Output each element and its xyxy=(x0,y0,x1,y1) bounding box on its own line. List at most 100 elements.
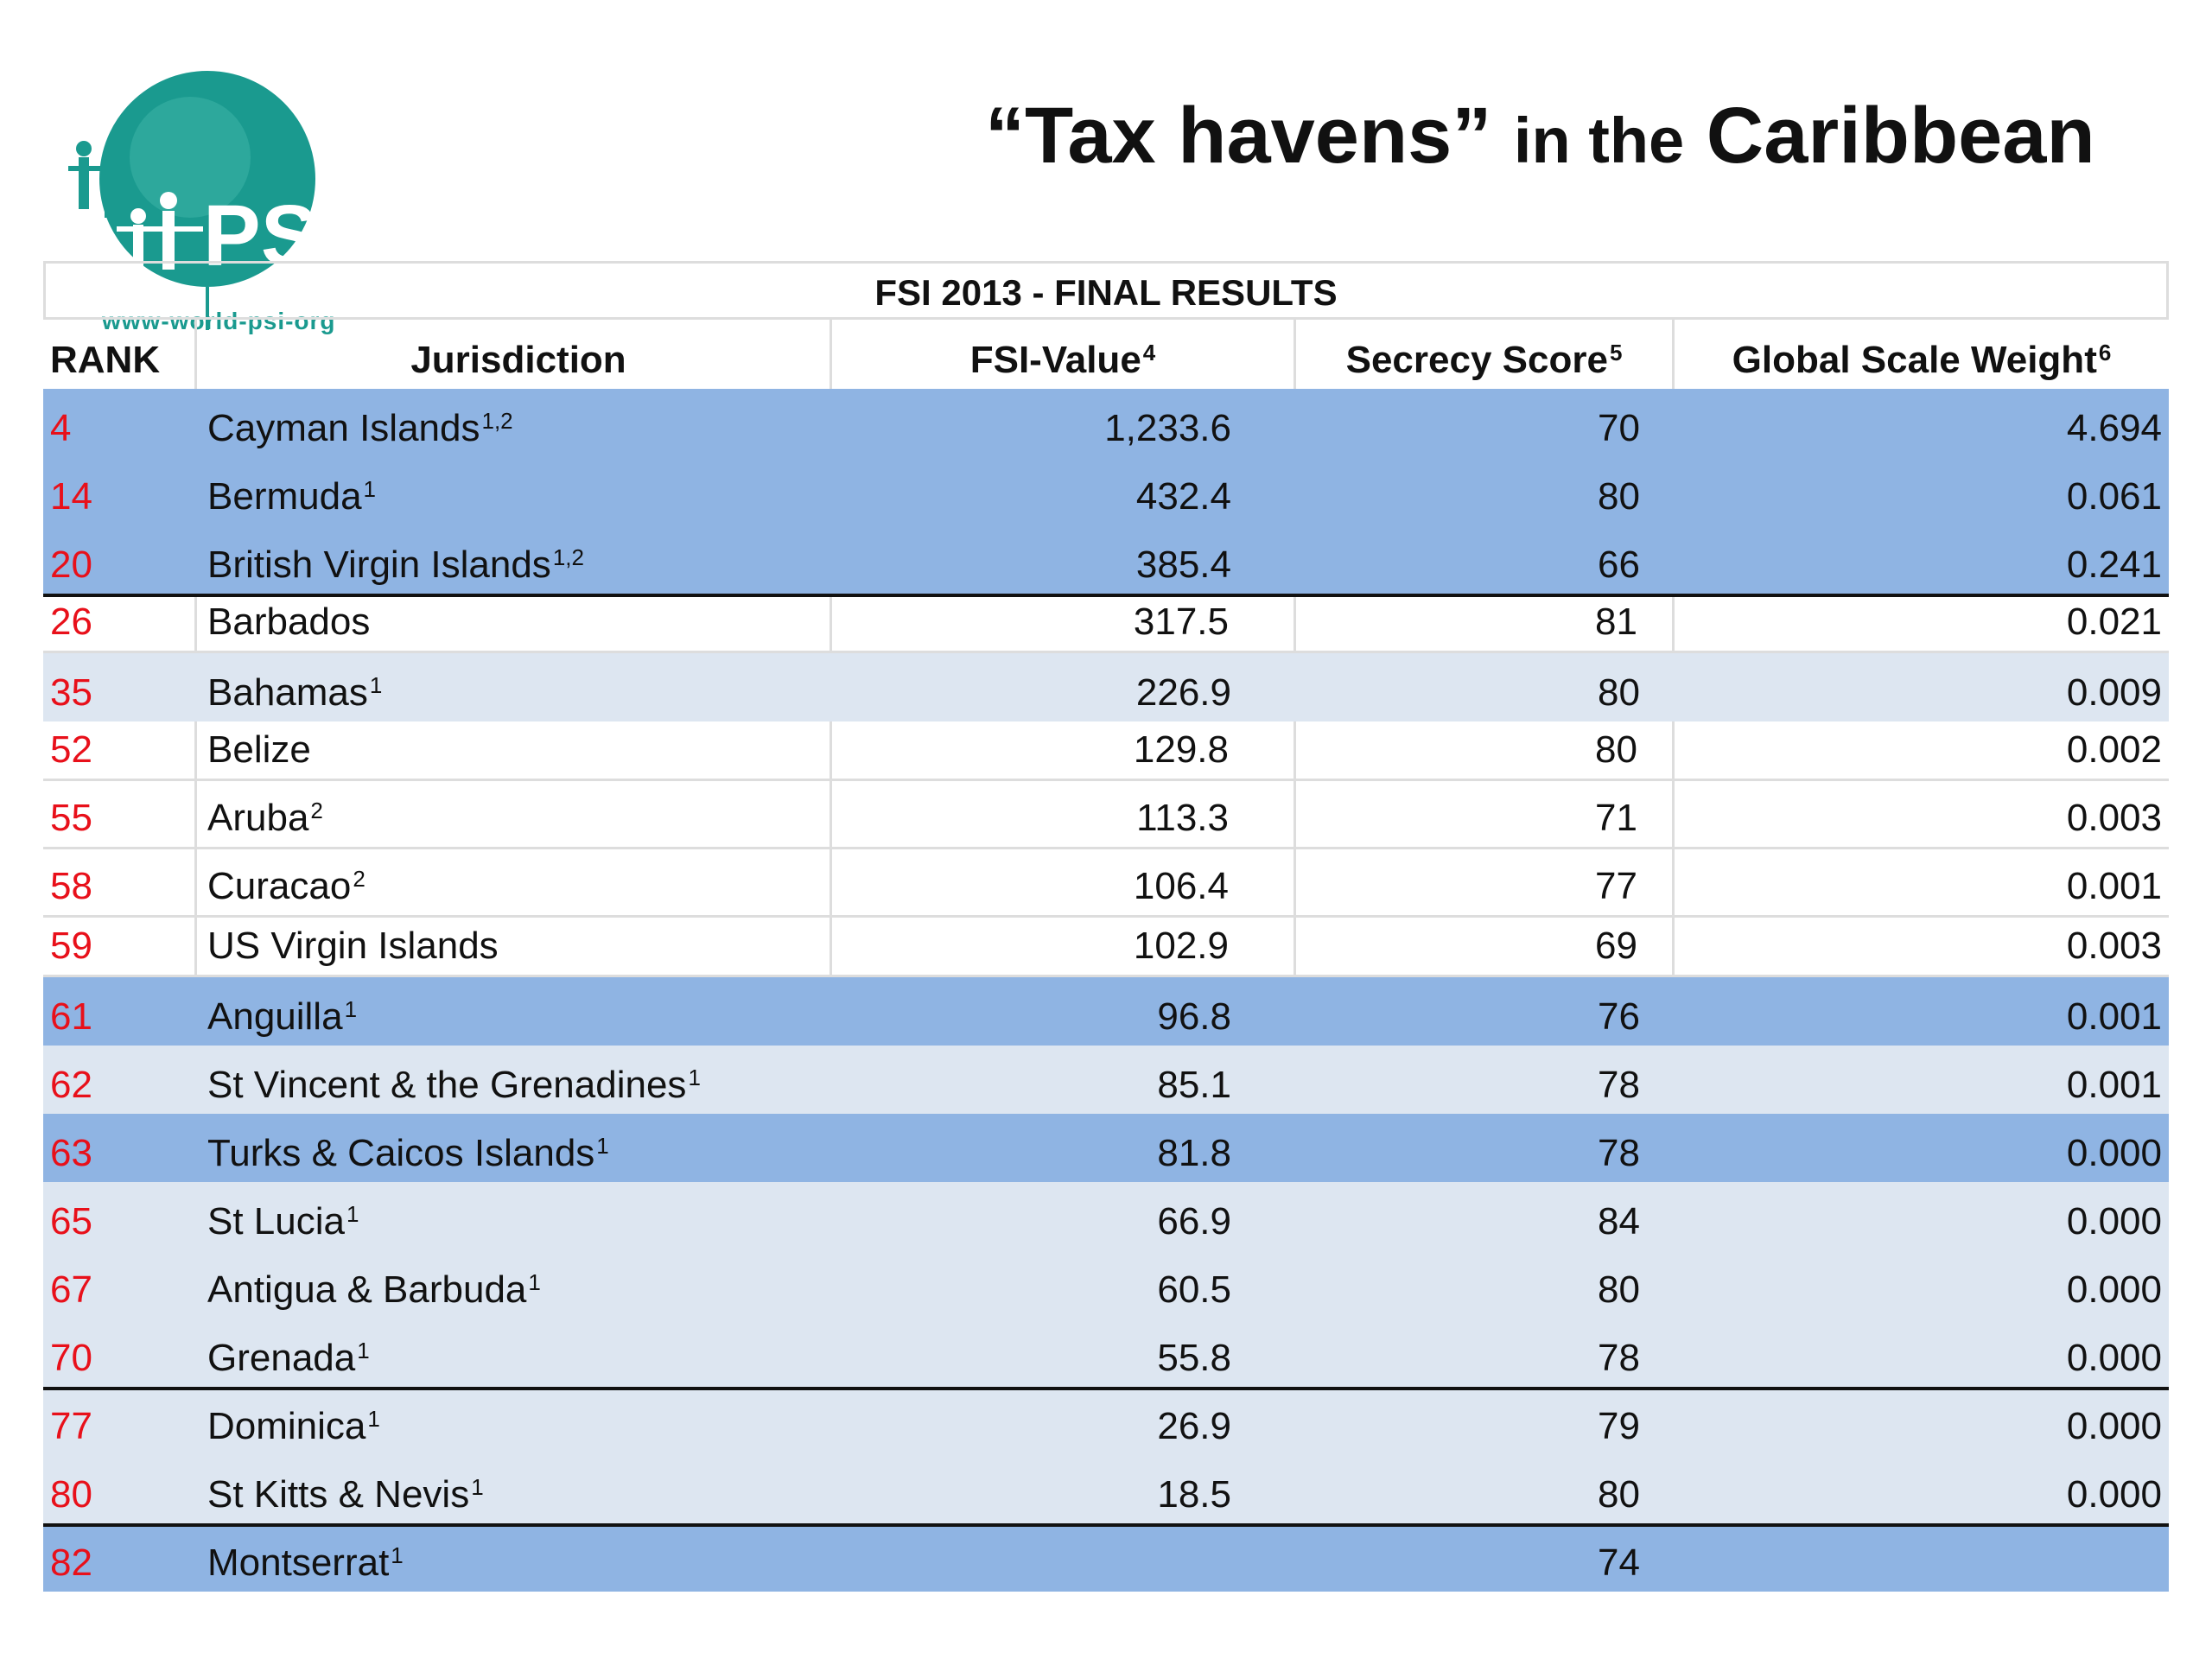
table-row: 35 Bahamas 1 226.9 80 0.009 xyxy=(43,653,2169,721)
table-row: 63 Turks & Caicos Islands 1 81.8 78 0.000 xyxy=(43,1114,2169,1182)
header-jurisdiction: Jurisdiction xyxy=(197,320,832,389)
psi-logo-graphic: PSI xyxy=(68,71,342,330)
jurisdiction-footnote: 1 xyxy=(369,672,383,698)
jurisdiction-name: Barbados xyxy=(207,601,371,643)
cell-fsi-value: 113.3 xyxy=(832,781,1296,847)
header-global-scale-weight: Global Scale Weight 6 xyxy=(1675,320,2169,389)
cell-fsi-value: 60.5 xyxy=(1157,1268,1231,1311)
table-row: 70 Grenada 1 55.8 78 0.000 xyxy=(43,1319,2169,1387)
cell-rank: 14 xyxy=(50,475,92,518)
cell-rank: 58 xyxy=(43,849,197,915)
cell-fsi-value: 66.9 xyxy=(1157,1200,1231,1243)
table-caption: FSI 2013 - FINAL RESULTS xyxy=(43,261,2169,320)
cell-fsi-value: 226.9 xyxy=(1135,671,1231,714)
cell-secrecy-score: 78 xyxy=(1598,1132,1640,1174)
table-row: 55 Aruba 2 113.3 71 0.003 xyxy=(43,781,2169,849)
table-body: 4 Cayman Islands 1,2 1,233.6 70 4.694 14 Bermud… xyxy=(43,389,2169,1592)
cell-global-scale-weight: 0.061 xyxy=(2066,475,2162,518)
header-rank: RANK xyxy=(43,320,197,389)
jurisdiction-name: Montserrat xyxy=(207,1541,390,1584)
cell-rank: 59 xyxy=(43,918,197,975)
header-fsi-value-label: FSI-Value xyxy=(969,339,1141,381)
cell-secrecy-score: 74 xyxy=(1598,1541,1640,1584)
table-row: 80 St Kitts & Nevis 1 18.5 80 0.000 xyxy=(43,1455,2169,1523)
jurisdiction-name: Anguilla xyxy=(207,995,343,1038)
table-row: 65 St Lucia 1 66.9 84 0.000 xyxy=(43,1182,2169,1250)
cell-global-scale-weight xyxy=(1675,1527,2169,1592)
header-secrecy-score-label: Secrecy Score xyxy=(1345,339,1608,381)
jurisdiction-name: British Virgin Islands xyxy=(207,543,551,586)
cell-jurisdiction: Cayman Islands 1,2 xyxy=(197,389,832,457)
jurisdiction-footnote: 1 xyxy=(596,1133,609,1159)
cell-secrecy-score: 69 xyxy=(1296,918,1675,975)
cell-secrecy-score: 71 xyxy=(1296,781,1675,847)
jurisdiction-name: Cayman Islands xyxy=(207,407,480,449)
jurisdiction-footnote: 1 xyxy=(344,996,358,1022)
cell-jurisdiction: Dominica 1 xyxy=(197,1390,832,1455)
cell-rank: 65 xyxy=(50,1200,92,1243)
cell-secrecy-score: 77 xyxy=(1296,849,1675,915)
table-row: 14 Bermuda 1 432.4 80 0.061 xyxy=(43,457,2169,525)
jurisdiction-name: Grenada xyxy=(207,1337,356,1379)
cell-rank: 4 xyxy=(50,407,72,449)
cell-jurisdiction: Montserrat 1 xyxy=(197,1527,832,1592)
cell-fsi-value: 1,233.6 xyxy=(1104,407,1231,449)
table-row: 67 Antigua & Barbuda 1 60.5 80 0.000 xyxy=(43,1250,2169,1319)
cell-secrecy-score: 76 xyxy=(1598,995,1640,1038)
table-row: 20 British Virgin Islands 1,2 385.4 66 0.241 xyxy=(43,525,2169,594)
cell-jurisdiction: Bermuda 1 xyxy=(197,457,832,525)
cell-global-scale-weight: 4.694 xyxy=(2066,407,2162,449)
cell-jurisdiction: Curacao 2 xyxy=(197,849,832,915)
cell-global-scale-weight: 0.000 xyxy=(2066,1473,2162,1516)
cell-rank: 52 xyxy=(43,721,197,779)
jurisdiction-footnote: 1,2 xyxy=(481,408,513,434)
title-part2: in the xyxy=(1513,105,1685,176)
cell-global-scale-weight: 0.000 xyxy=(2066,1405,2162,1447)
jurisdiction-name: St Kitts & Nevis xyxy=(207,1473,470,1516)
table-row: 59 US Virgin Islands 102.9 69 0.003 xyxy=(43,918,2169,977)
page-title: “Tax havens” in the Caribbean xyxy=(985,91,2095,181)
jurisdiction-footnote: 1 xyxy=(346,1201,359,1227)
cell-secrecy-score: 80 xyxy=(1296,721,1675,779)
cell-secrecy-score: 80 xyxy=(1598,475,1640,518)
jurisdiction-name: Aruba xyxy=(207,797,309,839)
header-secrecy-score-footnote: 5 xyxy=(1609,340,1623,365)
table-row: 82 Montserrat 1 74 xyxy=(43,1523,2169,1592)
cell-rank: 26 xyxy=(43,597,197,651)
psi-logo-text: PSI xyxy=(203,188,342,284)
cell-secrecy-score: 79 xyxy=(1598,1405,1640,1447)
header-fsi-value-footnote: 4 xyxy=(1142,340,1156,365)
table-row: 52 Belize 129.8 80 0.002 xyxy=(43,721,2169,781)
cell-rank: 20 xyxy=(50,543,92,586)
cell-fsi-value: 26.9 xyxy=(1157,1405,1231,1447)
cell-jurisdiction: St Vincent & the Grenadines 1 xyxy=(197,1046,832,1114)
cell-fsi-value: 432.4 xyxy=(1135,475,1231,518)
cell-global-scale-weight: 0.000 xyxy=(2066,1200,2162,1243)
cell-rank: 82 xyxy=(50,1541,92,1584)
cell-secrecy-score: 66 xyxy=(1598,543,1640,586)
cell-fsi-value xyxy=(832,1527,1296,1592)
cell-global-scale-weight: 0.000 xyxy=(2066,1132,2162,1174)
cell-jurisdiction: Bahamas 1 xyxy=(197,653,832,721)
cell-rank: 62 xyxy=(50,1064,92,1106)
cell-jurisdiction: US Virgin Islands xyxy=(197,918,832,975)
cell-rank: 77 xyxy=(50,1405,92,1447)
table-row: 77 Dominica 1 26.9 79 0.000 xyxy=(43,1387,2169,1455)
cell-fsi-value: 385.4 xyxy=(1135,543,1231,586)
cell-jurisdiction: Grenada 1 xyxy=(197,1319,832,1387)
cell-fsi-value: 85.1 xyxy=(1157,1064,1231,1106)
cell-global-scale-weight: 0.241 xyxy=(2066,543,2162,586)
fsi-results-table: FSI 2013 - FINAL RESULTS RANK Jurisdicti… xyxy=(43,261,2169,1592)
header-fsi-value: FSI-Value 4 xyxy=(832,320,1296,389)
cell-fsi-value: 102.9 xyxy=(832,918,1296,975)
table-row: 58 Curacao 2 106.4 77 0.001 xyxy=(43,849,2169,918)
cell-rank: 61 xyxy=(50,995,92,1038)
cell-secrecy-score: 70 xyxy=(1598,407,1640,449)
cell-rank: 55 xyxy=(43,781,197,847)
jurisdiction-footnote: 2 xyxy=(310,798,323,823)
cell-fsi-value: 317.5 xyxy=(832,597,1296,651)
header-gsw-label: Global Scale Weight xyxy=(1732,339,2097,381)
cell-jurisdiction: Turks & Caicos Islands 1 xyxy=(197,1114,832,1182)
cell-secrecy-score: 80 xyxy=(1598,1473,1640,1516)
jurisdiction-footnote: 1 xyxy=(391,1542,404,1568)
